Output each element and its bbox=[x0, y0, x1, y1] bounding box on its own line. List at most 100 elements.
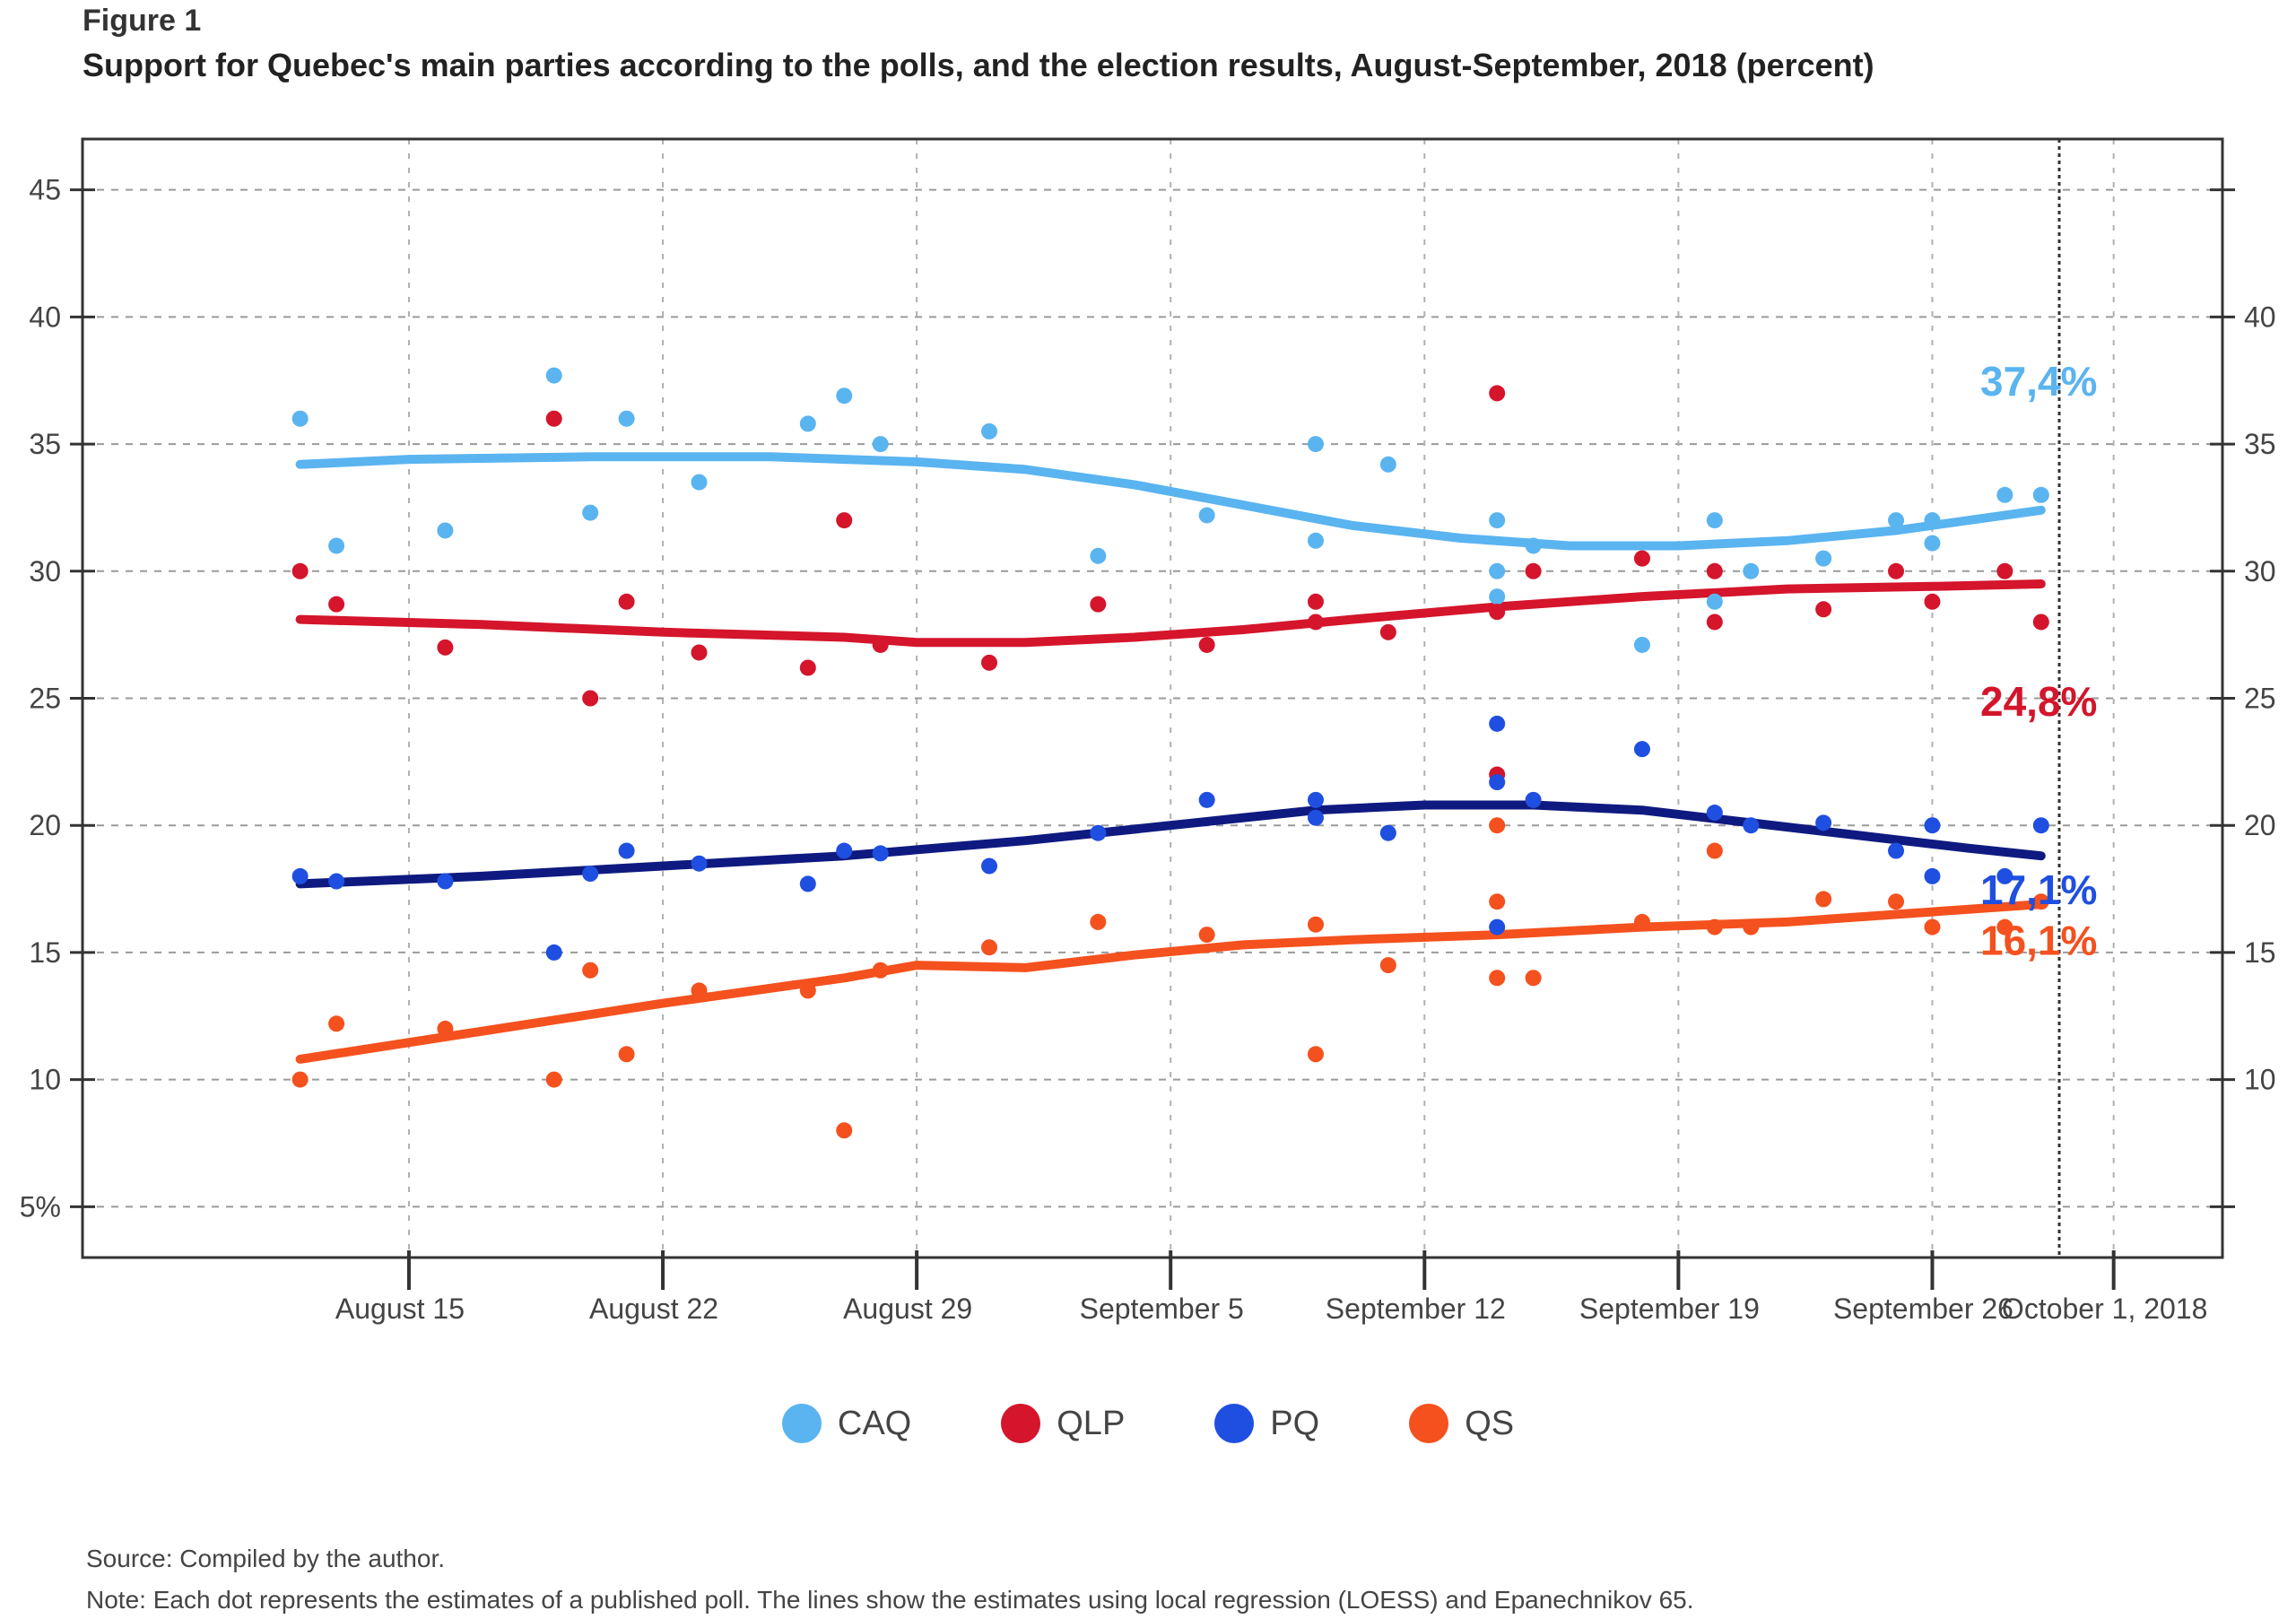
legend-swatch bbox=[1409, 1404, 1449, 1443]
chart-svg: 5% 10 10 15 15 20 20 25 25 30 30 35 35 40 40 45 August 1… bbox=[20, 137, 2276, 1325]
poll-point-caq bbox=[328, 537, 345, 554]
y-tick-label-right: 35 bbox=[2244, 428, 2276, 460]
y-tick-label-right: 20 bbox=[2244, 809, 2276, 841]
poll-point-pq bbox=[1489, 918, 1506, 936]
poll-point-qs bbox=[1706, 842, 1723, 859]
x-tick-label: August 22 bbox=[589, 1293, 718, 1325]
poll-point-pq bbox=[1307, 791, 1324, 808]
y-tick-label: 20 bbox=[29, 809, 61, 841]
poll-point-pq bbox=[1525, 791, 1542, 808]
poll-point-caq bbox=[799, 415, 816, 432]
poll-point-qs bbox=[836, 1122, 853, 1139]
y-tick-label-right: 40 bbox=[2244, 300, 2276, 333]
poll-point-qlp bbox=[582, 690, 599, 707]
y-tick-label-right: 10 bbox=[2244, 1064, 2276, 1096]
poll-point-caq bbox=[1706, 512, 1723, 529]
poll-point-caq bbox=[872, 436, 889, 453]
poll-point-caq bbox=[1489, 512, 1506, 529]
poll-point-pq bbox=[1924, 817, 1941, 834]
legend-swatch bbox=[1214, 1404, 1255, 1443]
source-note: Source: Compiled by the author. bbox=[86, 1545, 446, 1572]
poll-point-qs bbox=[981, 939, 998, 956]
poll-point-qlp bbox=[836, 512, 853, 529]
poll-point-qs bbox=[1489, 893, 1506, 910]
poll-point-qs bbox=[1489, 817, 1506, 834]
poll-point-pq bbox=[1090, 824, 1107, 841]
legend-item-caq: CAQ bbox=[781, 1404, 912, 1443]
poll-point-caq bbox=[836, 387, 853, 405]
y-tick-label: 10 bbox=[29, 1064, 61, 1096]
poll-point-qlp bbox=[1198, 636, 1215, 653]
poll-point-pq bbox=[691, 855, 708, 872]
poll-point-qs bbox=[1525, 970, 1542, 987]
poll-point-qs bbox=[1888, 893, 1905, 910]
y-tick-label: 35 bbox=[29, 428, 61, 460]
poll-point-pq bbox=[1489, 715, 1506, 732]
poll-point-qs bbox=[1815, 891, 1832, 908]
poll-point-qlp bbox=[1489, 385, 1506, 402]
poll-point-pq bbox=[1379, 824, 1396, 841]
poll-point-qs bbox=[1090, 913, 1107, 930]
poll-point-qlp bbox=[618, 593, 635, 610]
poll-point-qlp bbox=[981, 654, 998, 671]
poll-point-qlp bbox=[1090, 596, 1107, 613]
poll-point-qs bbox=[1924, 918, 1941, 936]
poll-point-pq bbox=[872, 845, 889, 862]
poll-point-caq bbox=[1924, 535, 1941, 552]
result-label-qs: 16,1% bbox=[1980, 918, 2097, 964]
poll-point-caq bbox=[1706, 593, 1723, 610]
y-tick-label-right: 15 bbox=[2244, 936, 2276, 969]
poll-point-caq bbox=[691, 474, 708, 491]
poll-points bbox=[291, 367, 2049, 1139]
poll-point-qs bbox=[618, 1046, 635, 1063]
poll-point-caq bbox=[1090, 547, 1107, 564]
x-tick-label: August 15 bbox=[335, 1293, 465, 1325]
legend-label: CAQ bbox=[837, 1404, 912, 1442]
poll-point-pq bbox=[1489, 774, 1506, 791]
poll-point-caq bbox=[1924, 512, 1941, 529]
poll-point-pq bbox=[1743, 817, 1760, 834]
poll-point-caq bbox=[1379, 456, 1396, 473]
poll-point-caq bbox=[582, 504, 599, 521]
poll-point-qlp bbox=[1706, 562, 1723, 579]
poll-point-qs bbox=[328, 1015, 345, 1032]
poll-point-qlp bbox=[1706, 614, 1723, 631]
poll-point-qlp bbox=[1489, 604, 1506, 621]
legend-label: PQ bbox=[1270, 1404, 1320, 1442]
poll-point-caq bbox=[1743, 562, 1760, 579]
poll-point-qlp bbox=[1924, 593, 1941, 610]
poll-point-qs bbox=[872, 962, 889, 979]
poll-point-caq bbox=[1489, 562, 1506, 579]
poll-point-pq bbox=[836, 842, 853, 859]
result-label-qlp: 24,8% bbox=[1980, 678, 2097, 725]
legend-label: QLP bbox=[1057, 1404, 1126, 1442]
plot-frame bbox=[81, 137, 2224, 1259]
poll-point-qlp bbox=[437, 639, 454, 656]
poll-point-caq bbox=[1489, 588, 1506, 605]
poll-point-caq bbox=[1307, 436, 1324, 453]
method-note: Note: Each dot represents the estimates … bbox=[86, 1586, 1694, 1614]
y-tick-label-right: 30 bbox=[2244, 555, 2276, 588]
y-tick-label: 30 bbox=[29, 555, 61, 588]
poll-point-caq bbox=[1525, 537, 1542, 554]
poll-point-caq bbox=[1815, 550, 1832, 567]
poll-point-qlp bbox=[691, 644, 708, 661]
poll-point-qs bbox=[1706, 918, 1723, 936]
poll-point-qs bbox=[799, 982, 816, 999]
axes: 5% 10 10 15 15 20 20 25 25 30 30 35 35 40 40 45 August 1… bbox=[20, 137, 2276, 1325]
y-tick-label-right: 25 bbox=[2244, 683, 2276, 715]
poll-point-caq bbox=[291, 410, 309, 427]
poll-point-qlp bbox=[545, 410, 562, 427]
poll-point-caq bbox=[1996, 486, 2013, 503]
result-labels: 37,4% 24,8% 17,1% 16,1% bbox=[1980, 358, 2097, 964]
chart-title: Support for Quebec's main parties accord… bbox=[83, 47, 1874, 83]
poll-point-caq bbox=[618, 410, 635, 427]
poll-point-pq bbox=[1888, 842, 1905, 859]
legend-item-qs: QS bbox=[1409, 1404, 1514, 1443]
y-tick-label: 15 bbox=[29, 936, 61, 969]
poll-point-pq bbox=[1198, 791, 1215, 808]
poll-point-qlp bbox=[1633, 550, 1650, 567]
poll-point-caq bbox=[2032, 486, 2049, 503]
trend-line-qlp bbox=[295, 579, 2046, 648]
poll-point-qlp bbox=[2032, 614, 2049, 631]
